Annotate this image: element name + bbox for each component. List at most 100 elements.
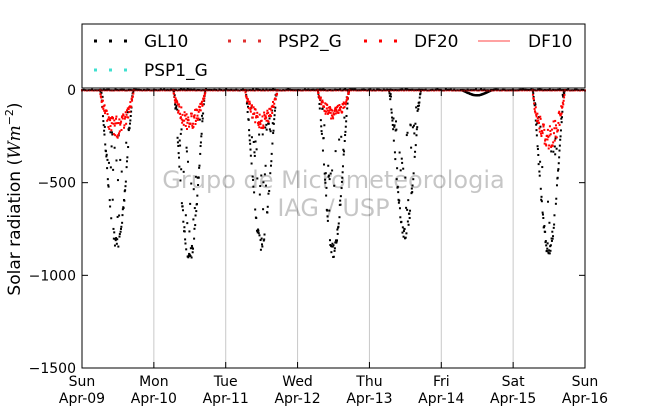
- gl10-point: [561, 93, 564, 96]
- df20-point: [536, 112, 539, 115]
- df20-point: [250, 104, 253, 107]
- gl10-point: [554, 202, 557, 205]
- df20-point: [334, 106, 337, 109]
- df20-point: [331, 109, 334, 112]
- gl10-point: [402, 235, 405, 238]
- gl10-point: [116, 215, 119, 218]
- gl10-point: [559, 138, 562, 141]
- gl10-point: [183, 230, 186, 233]
- gl10-point: [342, 148, 345, 151]
- x-tick-label-date: Apr-10: [131, 391, 177, 407]
- legend-marker-gl10: [94, 39, 97, 43]
- y-tick-label: −1500: [29, 361, 76, 377]
- df20-point: [338, 104, 341, 107]
- gl10-point: [267, 122, 270, 125]
- gl10-point: [103, 133, 106, 136]
- df20-point: [260, 119, 263, 122]
- gl10-point: [264, 164, 267, 167]
- gl10-point: [118, 233, 121, 236]
- gl10-point: [321, 149, 324, 152]
- gl10-point: [269, 164, 272, 167]
- df20-point: [118, 130, 121, 133]
- gl10-point: [113, 244, 116, 247]
- df20-point: [265, 112, 268, 115]
- gl10-point: [408, 216, 411, 219]
- gl10-point: [260, 237, 263, 240]
- legend-label-gl10: GL10: [144, 32, 188, 52]
- gl10-point: [268, 189, 271, 192]
- gl10-point: [176, 141, 179, 144]
- df20-point: [546, 138, 549, 141]
- df20-point: [173, 99, 176, 102]
- gl10-point: [541, 166, 544, 169]
- gl10-point: [111, 133, 114, 136]
- gl10-point: [561, 116, 564, 119]
- gl10-point: [258, 234, 261, 237]
- gl10-point: [392, 117, 395, 120]
- df20-point: [177, 103, 180, 106]
- gl10-point: [254, 140, 257, 143]
- df20-point: [192, 115, 195, 118]
- gl10-point: [328, 178, 331, 181]
- legend-marker-psp2_g: [258, 39, 261, 43]
- gl10-point: [115, 242, 118, 245]
- df20-point: [187, 116, 190, 119]
- gl10-point: [199, 145, 202, 148]
- df20-point: [563, 93, 566, 96]
- gl10-point: [320, 132, 323, 135]
- gl10-point: [104, 150, 107, 153]
- df20-point: [174, 101, 177, 104]
- gl10-point: [194, 214, 197, 217]
- gl10-point: [127, 146, 130, 149]
- gl10-point: [543, 226, 546, 229]
- gl10-point: [250, 162, 253, 165]
- gl10-point: [107, 184, 110, 187]
- gl10-point: [539, 125, 542, 128]
- df20-point: [254, 108, 257, 111]
- legend-marker-psp2_g: [228, 39, 231, 43]
- df20-point: [193, 116, 196, 119]
- df20-point: [324, 110, 327, 113]
- gl10-point: [326, 219, 329, 222]
- gl10-point: [121, 221, 124, 224]
- gl10-point: [119, 158, 122, 161]
- gl10-point: [393, 125, 396, 128]
- gl10-point: [548, 249, 551, 252]
- df20-point: [200, 100, 203, 103]
- gl10-point: [258, 193, 261, 196]
- df20-point: [323, 110, 326, 113]
- gl10-point: [175, 104, 178, 107]
- y-tick-label: 0: [67, 83, 76, 99]
- gl10-point: [202, 103, 205, 106]
- gl10-point: [257, 228, 260, 231]
- gl10-point: [331, 245, 334, 248]
- df20-point: [199, 109, 202, 112]
- df20-point: [550, 146, 553, 149]
- gl10-point: [181, 205, 184, 208]
- gl10-point: [111, 198, 114, 201]
- gl10-point: [110, 145, 113, 148]
- gl10-point: [346, 102, 349, 105]
- df20-point: [173, 95, 176, 98]
- df20-point: [109, 117, 112, 120]
- gl10-point: [201, 114, 204, 117]
- gl10-point: [263, 238, 266, 241]
- gl10-point: [269, 130, 272, 133]
- df20-point: [560, 105, 563, 108]
- gl10-point: [532, 99, 535, 102]
- gl10-point: [126, 111, 129, 114]
- gl10-point: [192, 188, 195, 191]
- gl10-point: [264, 126, 267, 129]
- df20-point: [257, 123, 260, 126]
- gl10-point: [318, 102, 321, 105]
- gl10-point: [553, 223, 556, 226]
- df20-point: [181, 113, 184, 116]
- gl10-point: [274, 106, 277, 109]
- x-tick-label-day: Mon: [139, 374, 169, 390]
- gl10-point: [540, 200, 543, 203]
- df20-point: [553, 139, 556, 142]
- df20-point: [543, 128, 546, 131]
- gl10-point: [340, 135, 343, 138]
- df20-point: [198, 108, 201, 111]
- df20-point: [269, 115, 272, 118]
